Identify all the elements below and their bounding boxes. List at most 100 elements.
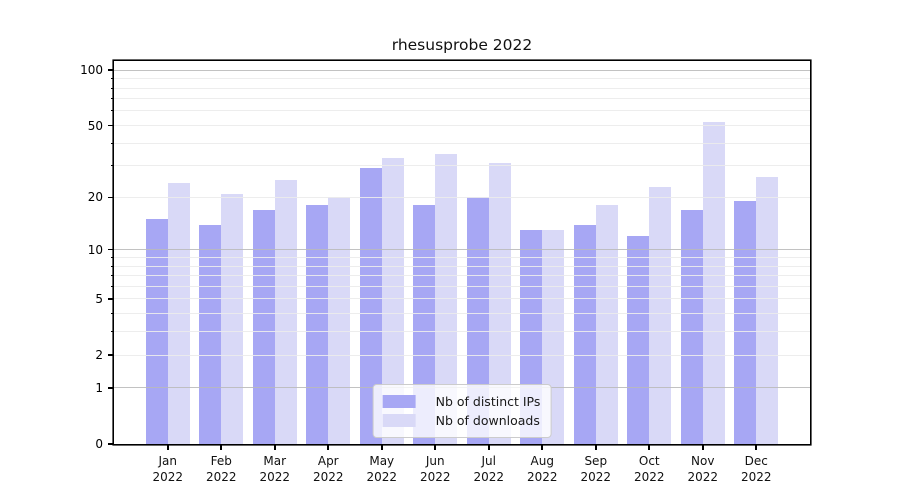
x-label-month-jun: Jun xyxy=(425,454,445,468)
bar-distinct-ips-mar xyxy=(252,209,275,444)
bar-distinct-ips-jul xyxy=(466,197,489,444)
x-label-year-may: 2022 xyxy=(366,470,398,484)
bar-distinct-ips-feb xyxy=(199,224,222,444)
x-label-month-feb: Feb xyxy=(210,454,232,468)
y-minor-tick-7 xyxy=(110,275,114,276)
x-tick-group-aug: Aug 2022 xyxy=(516,445,570,485)
month-group-feb xyxy=(195,61,249,444)
x-label-year-feb: 2022 xyxy=(205,470,237,484)
y-tick-0 xyxy=(108,443,114,445)
x-tick-jun xyxy=(434,445,437,450)
y-tick-label-0: 0 xyxy=(95,437,103,451)
x-tick-oct xyxy=(648,445,651,450)
y-tick-label-5: 5 xyxy=(95,291,103,306)
y-tick-label-20: 20 xyxy=(87,190,103,205)
x-tick-dec xyxy=(755,445,758,450)
legend-entry: Nb of downloads xyxy=(382,411,541,430)
y-tick-50 xyxy=(108,124,114,127)
month-group-nov xyxy=(676,61,730,444)
x-tick-group-sep: Sep 2022 xyxy=(569,445,623,485)
y-axis: 100 50 20 10 5 2 1 0 xyxy=(0,61,114,451)
x-label-year-sep: 2022 xyxy=(580,470,612,484)
y-tick-label-1: 1 xyxy=(95,380,103,395)
bar-downloads-dec xyxy=(756,177,779,444)
bar-distinct-ips-apr xyxy=(306,205,329,444)
x-tick-group-oct: Oct 2022 xyxy=(623,445,677,485)
x-axis: Jan 2022 Feb 2022 Mar 2022 Apr 2022 May 2022 Jun 20… xyxy=(114,445,810,485)
y-tick-2 xyxy=(108,354,114,356)
x-tick-sep xyxy=(594,445,597,450)
y-tick-label-10: 10 xyxy=(87,242,103,257)
y-tick-1 xyxy=(108,387,114,389)
x-tick-mar xyxy=(273,445,276,450)
x-label-year-nov: 2022 xyxy=(687,470,719,484)
x-tick-group-nov: Nov 2022 xyxy=(676,445,730,485)
y-tick-10 xyxy=(108,248,114,251)
bar-downloads-oct xyxy=(649,186,672,444)
x-label-year-mar: 2022 xyxy=(259,470,291,484)
legend-swatch xyxy=(382,395,416,408)
bar-downloads-may xyxy=(381,158,404,444)
y-minor-tick-9 xyxy=(110,257,114,258)
bar-distinct-ips-dec xyxy=(734,201,757,444)
month-group-sep xyxy=(569,61,623,444)
y-minor-tick-70 xyxy=(110,98,114,100)
legend-entry: Nb of distinct IPs xyxy=(382,392,541,411)
x-tick-may xyxy=(380,445,383,450)
x-label-month-oct: Oct xyxy=(638,454,660,468)
y-tick-100 xyxy=(108,69,114,71)
bar-downloads-jan xyxy=(167,183,190,444)
chart-title: rhesusprobe 2022 xyxy=(391,36,533,54)
x-label-month-aug: Aug xyxy=(530,454,554,468)
x-tick-group-may: May 2022 xyxy=(355,445,409,485)
bar-downloads-feb xyxy=(221,193,244,444)
legend-label: Nb of distinct IPs xyxy=(435,394,541,409)
bar-downloads-apr xyxy=(328,197,351,444)
legend: Nb of distinct IPs Nb of downloads xyxy=(372,384,552,438)
x-tick-group-apr: Apr 2022 xyxy=(302,445,356,485)
bar-downloads-mar xyxy=(274,180,297,444)
x-label-year-oct: 2022 xyxy=(633,470,665,484)
plot-area: Nb of distinct IPs Nb of downloads xyxy=(114,61,810,444)
x-tick-group-jul: Jul 2022 xyxy=(462,445,516,485)
x-label-month-may: May xyxy=(369,454,395,468)
y-tick-label-100: 100 xyxy=(80,63,103,78)
x-label-year-dec: 2022 xyxy=(740,470,772,484)
y-minor-tick-8 xyxy=(110,265,114,267)
legend-label: Nb of downloads xyxy=(435,413,540,428)
x-tick-apr xyxy=(327,445,330,450)
bar-distinct-ips-jan xyxy=(145,219,168,444)
x-tick-feb xyxy=(220,445,223,450)
x-tick-group-jan: Jan 2022 xyxy=(141,445,195,485)
y-minor-tick-3 xyxy=(110,331,114,333)
x-label-month-nov: Nov xyxy=(691,454,715,468)
y-minor-tick-90 xyxy=(110,78,114,79)
x-tick-jul xyxy=(487,445,490,450)
y-minor-tick-30 xyxy=(110,165,114,167)
bar-downloads-sep xyxy=(595,205,618,444)
x-label-month-mar: Mar xyxy=(263,454,287,468)
y-minor-tick-40 xyxy=(110,142,114,144)
y-tick-label-50: 50 xyxy=(87,118,103,133)
x-label-year-aug: 2022 xyxy=(526,470,558,484)
x-tick-group-dec: Dec 2022 xyxy=(730,445,784,485)
month-group-jan xyxy=(141,61,195,444)
x-label-year-jul: 2022 xyxy=(473,470,505,484)
y-minor-tick-6 xyxy=(110,285,114,287)
x-label-month-jan: Jan xyxy=(158,454,178,468)
bar-downloads-nov xyxy=(702,122,725,444)
y-minor-tick-4 xyxy=(110,313,114,315)
x-label-year-apr: 2022 xyxy=(312,470,344,484)
x-tick-group-feb: Feb 2022 xyxy=(195,445,249,485)
x-tick-aug xyxy=(541,445,544,450)
y-minor-tick-80 xyxy=(110,87,114,89)
x-tick-group-mar: Mar 2022 xyxy=(248,445,302,485)
bar-distinct-ips-oct xyxy=(627,236,650,444)
x-label-month-apr: Apr xyxy=(317,454,339,468)
x-label-month-jul: Jul xyxy=(481,454,496,468)
x-label-year-jun: 2022 xyxy=(419,470,451,484)
x-tick-jan xyxy=(166,445,169,450)
y-tick-20 xyxy=(108,196,114,199)
bar-distinct-ips-sep xyxy=(573,224,596,444)
x-label-month-sep: Sep xyxy=(584,454,608,468)
